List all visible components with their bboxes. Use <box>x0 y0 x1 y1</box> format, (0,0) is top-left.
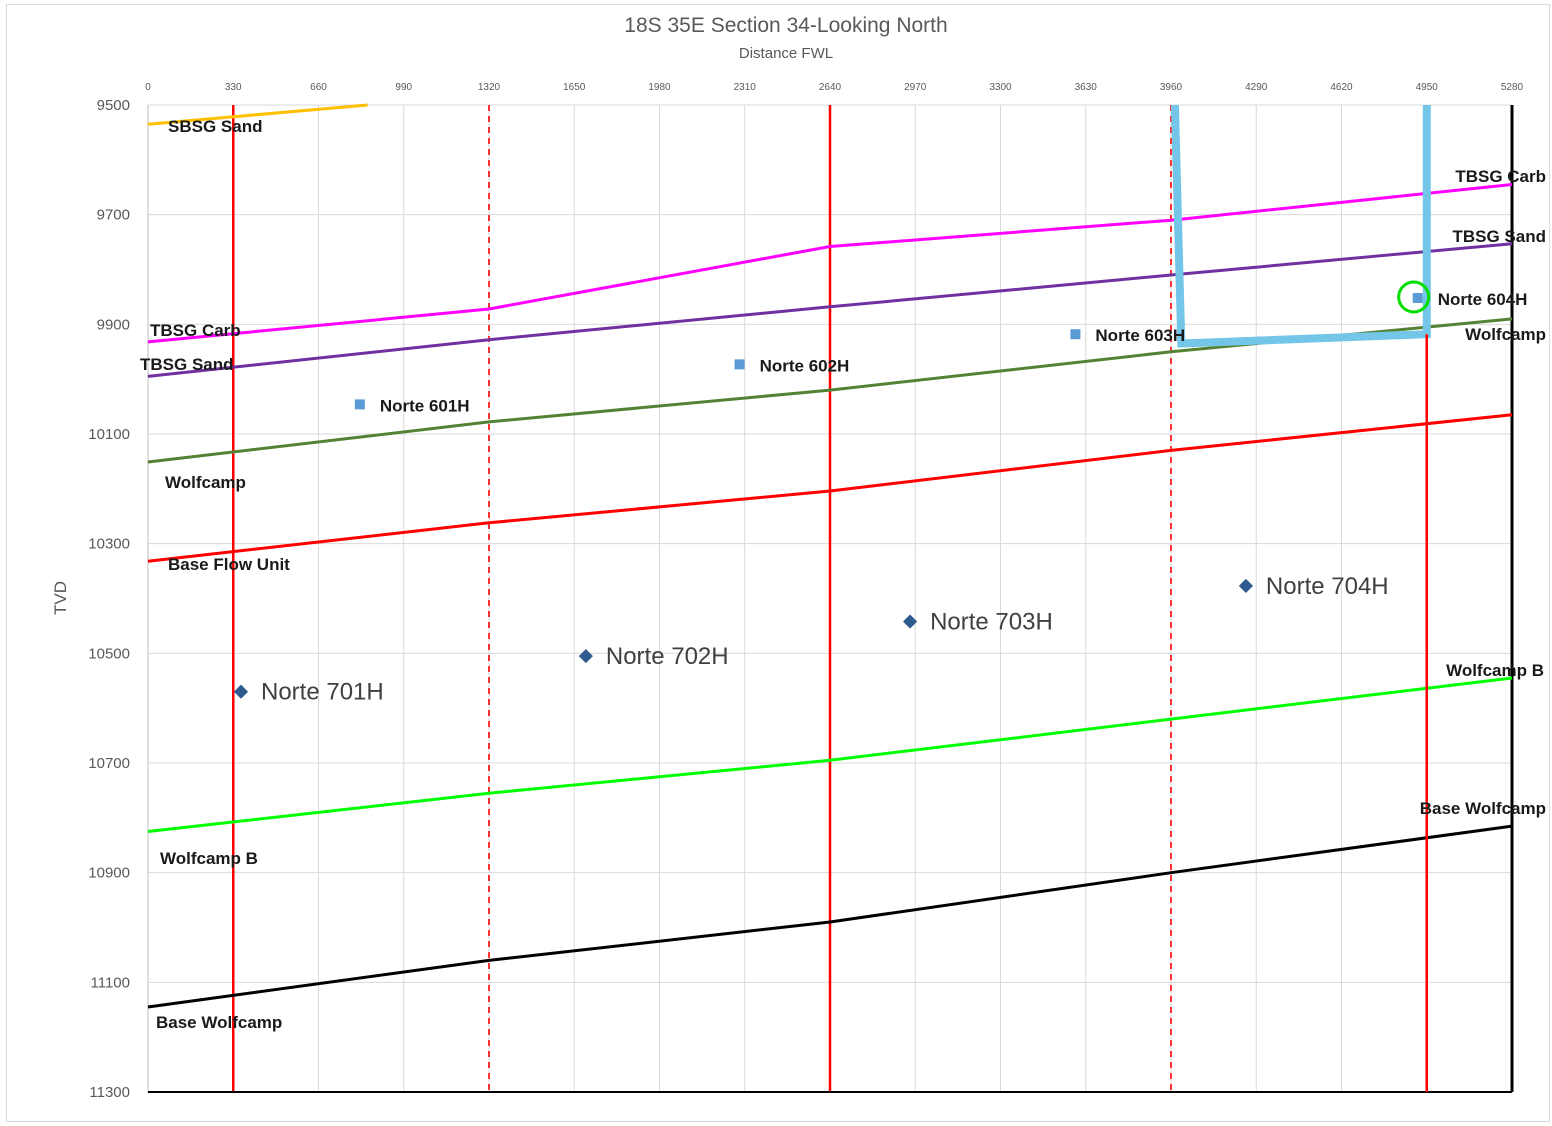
well-label-norte-604h: Norte 604H <box>1438 290 1528 309</box>
chart-title: 18S 35E Section 34-Looking North <box>624 14 947 37</box>
formation-labels: SBSG Sand TBSG Carb TBSG Carb TBSG Sand TBSG… <box>140 117 1546 1032</box>
well-marker-norte-703h <box>903 614 918 629</box>
well-label-norte-601h: Norte 601H <box>380 396 470 415</box>
x-tick-label: 2640 <box>819 82 842 93</box>
x-tick-label: 330 <box>225 82 242 93</box>
y-tick-label: 9900 <box>97 316 130 333</box>
formation-label-tbsg-carb-left: TBSG Carb <box>150 321 241 340</box>
x-tick-label: 4290 <box>1245 82 1268 93</box>
well-marker-norte-701h <box>233 684 249 699</box>
y-axis-title: TVD <box>51 581 70 615</box>
formation-label-sbsg-sand-left: SBSG Sand <box>168 117 262 136</box>
highlight-circle <box>1397 280 1431 314</box>
y-tick-label: 9500 <box>97 97 130 114</box>
y-tick-label: 10700 <box>88 755 130 772</box>
x-tick-label: 4620 <box>1330 82 1353 93</box>
x-tick-label: 0 <box>145 82 151 93</box>
formation-line-wolfcamp-b <box>147 676 1513 833</box>
x-tick-label: 2970 <box>904 82 927 93</box>
formation-line-tbsg-sand <box>147 242 1513 378</box>
x-tick-label: 660 <box>310 82 327 93</box>
x-tick-label: 4950 <box>1416 82 1439 93</box>
formation-label-base-wolfcamp-left: Base Wolfcamp <box>156 1013 282 1032</box>
x-tick-label: 1320 <box>478 82 501 93</box>
formation-label-wolfcamp-b-left: Wolfcamp B <box>160 849 258 868</box>
x-tick-label: 3630 <box>1075 82 1098 93</box>
formation-line-base-flow-unit <box>147 413 1513 563</box>
well-marker-norte-601h <box>354 399 365 410</box>
formation-label-wolfcamp-b-right: Wolfcamp B <box>1446 661 1544 680</box>
y-tick-label: 11100 <box>91 974 131 991</box>
well-marker-norte-704h <box>1238 578 1253 593</box>
chart-frame <box>6 4 1550 1122</box>
axes: 0 330 660 990 1320 1650 1980 2310 2640 2970 3300 36… <box>88 82 1523 1101</box>
x-tick-label: 3960 <box>1160 82 1183 93</box>
well-label-norte-703h: Norte 703H <box>930 609 1053 636</box>
well-marker-norte-603h <box>1070 329 1081 340</box>
y-tick-label: 9700 <box>97 207 130 224</box>
well-marker-norte-702h <box>578 649 593 664</box>
formation-label-wolfcamp-left: Wolfcamp <box>165 473 246 492</box>
formation-line-tbsg-carb <box>147 183 1513 344</box>
formation-label-tbsg-sand-left: TBSG Sand <box>140 355 234 374</box>
formation-label-base-wolfcamp-right: Base Wolfcamp <box>1420 799 1546 818</box>
well-marker-norte-602h <box>734 359 745 370</box>
well-label-norte-702h: Norte 702H <box>606 643 729 670</box>
y-tick-label: 10500 <box>88 645 130 662</box>
x-tick-label: 5280 <box>1501 82 1524 93</box>
well-label-norte-602h: Norte 602H <box>760 356 850 375</box>
well-label-norte-603h: Norte 603H <box>1095 326 1185 345</box>
well-label-norte-701h: Norte 701H <box>261 679 384 706</box>
x-tick-label: 3300 <box>989 82 1012 93</box>
x-tick-label: 2310 <box>734 82 757 93</box>
wellbore-path <box>1170 104 1431 1092</box>
formation-line-base-wolfcamp <box>147 824 1513 1009</box>
y-tick-label: 10100 <box>88 426 130 443</box>
y-tick-label: 11300 <box>89 1084 130 1101</box>
y-tick-label: 10300 <box>88 536 130 553</box>
wells: Norte 601H Norte 602H Norte 603H Norte 604H… <box>233 280 1528 706</box>
x-tick-label: 1650 <box>563 82 586 93</box>
x-tick-label: 1980 <box>648 82 671 93</box>
well-label-norte-704h: Norte 704H <box>1266 573 1389 600</box>
wellbore-line <box>1170 104 1431 348</box>
y-tick-label: 10900 <box>88 865 130 882</box>
formation-label-tbsg-carb-right: TBSG Carb <box>1455 167 1546 186</box>
x-axis-title: Distance FWL <box>739 45 833 62</box>
formation-label-wolfcamp-right: Wolfcamp <box>1465 325 1546 344</box>
x-tick-label: 990 <box>395 82 412 93</box>
formation-lines <box>147 103 1513 1009</box>
well-marker-norte-604h <box>1412 293 1423 304</box>
formation-label-base-flow-unit-left: Base Flow Unit <box>168 555 290 574</box>
formation-label-tbsg-sand-right: TBSG Sand <box>1452 227 1546 246</box>
formation-line-sbsg-sand <box>147 103 368 126</box>
